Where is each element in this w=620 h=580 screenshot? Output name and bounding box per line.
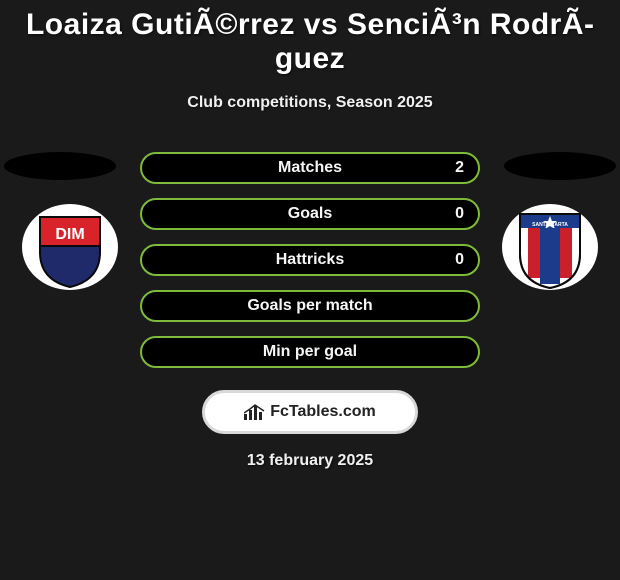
subtitle: Club competitions, Season 2025 xyxy=(0,94,620,112)
branding-label: FcTables.com xyxy=(270,403,376,421)
bar-chart-icon xyxy=(244,404,266,420)
right-club-badge: SANTA MARTA xyxy=(500,202,600,292)
stats-list: Matches 2 Goals 0 Hattricks 0 Goals per match M… xyxy=(140,152,480,368)
shield-icon: SANTA MARTA xyxy=(500,202,600,292)
stat-label: Hattricks xyxy=(276,251,344,269)
stat-row: Goals 0 xyxy=(140,198,480,230)
stat-row: Goals per match xyxy=(140,290,480,322)
stat-label: Matches xyxy=(278,159,342,177)
stat-label: Min per goal xyxy=(263,343,357,361)
stat-row: Hattricks 0 xyxy=(140,244,480,276)
branding-pill: FcTables.com xyxy=(202,390,418,434)
stat-value: 0 xyxy=(455,205,464,223)
stat-value: 2 xyxy=(455,159,464,177)
stat-value: 0 xyxy=(455,251,464,269)
stat-row: Min per goal xyxy=(140,336,480,368)
comparison-main: DIM SANTA MARTA Matches 2 Goals 0 Hattricks 0… xyxy=(0,152,620,470)
page-title: Loaiza GutiÃ©rrez vs SenciÃ³n RodrÃ­guez xyxy=(0,0,620,76)
right-player-marker xyxy=(504,152,616,180)
svg-text:DIM: DIM xyxy=(55,226,84,243)
shield-icon: DIM xyxy=(20,202,120,292)
stat-label: Goals xyxy=(288,205,332,223)
left-player-marker xyxy=(4,152,116,180)
stat-row: Matches 2 xyxy=(140,152,480,184)
stat-label: Goals per match xyxy=(247,297,372,315)
left-club-badge: DIM xyxy=(20,202,120,292)
svg-text:SANTA MARTA: SANTA MARTA xyxy=(532,222,568,228)
date-text: 13 february 2025 xyxy=(0,452,620,470)
